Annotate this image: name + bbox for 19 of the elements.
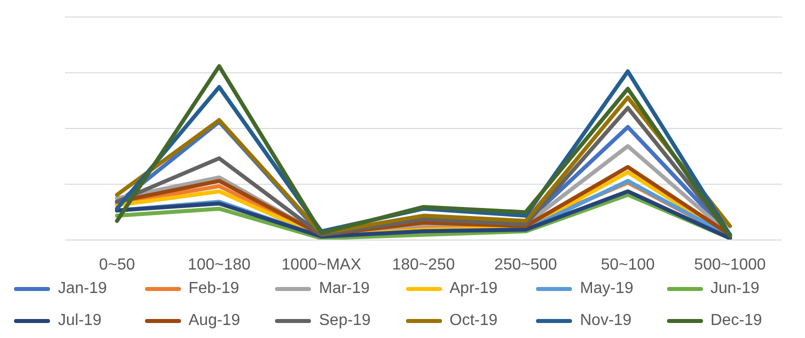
legend-label: Feb-19 — [188, 280, 240, 298]
legend-label: Nov-19 — [580, 312, 632, 330]
x-tick-label: 500~1000 — [694, 256, 766, 274]
legend-label: Aug-19 — [188, 312, 240, 330]
x-tick-label: 0~50 — [98, 256, 136, 274]
x-tick-label: 1000~MAX — [282, 256, 362, 274]
legend-label: Apr-19 — [450, 280, 498, 298]
x-tick-label: 100~180 — [188, 256, 251, 274]
legend-label: Sep-19 — [319, 312, 371, 330]
legend-label: Jul-19 — [58, 312, 102, 330]
legend-label: Oct-19 — [450, 312, 498, 330]
legend-label: Mar-19 — [319, 280, 370, 298]
x-tick-label: 250~500 — [494, 256, 558, 274]
x-tick-label: 180~250 — [392, 256, 455, 274]
legend-label: Dec-19 — [710, 312, 762, 330]
x-tick-label: 50~100 — [600, 256, 655, 274]
legend-label: Jan-19 — [58, 280, 107, 298]
legend-label: Jun-19 — [710, 280, 760, 298]
legend-label: May-19 — [580, 280, 634, 298]
